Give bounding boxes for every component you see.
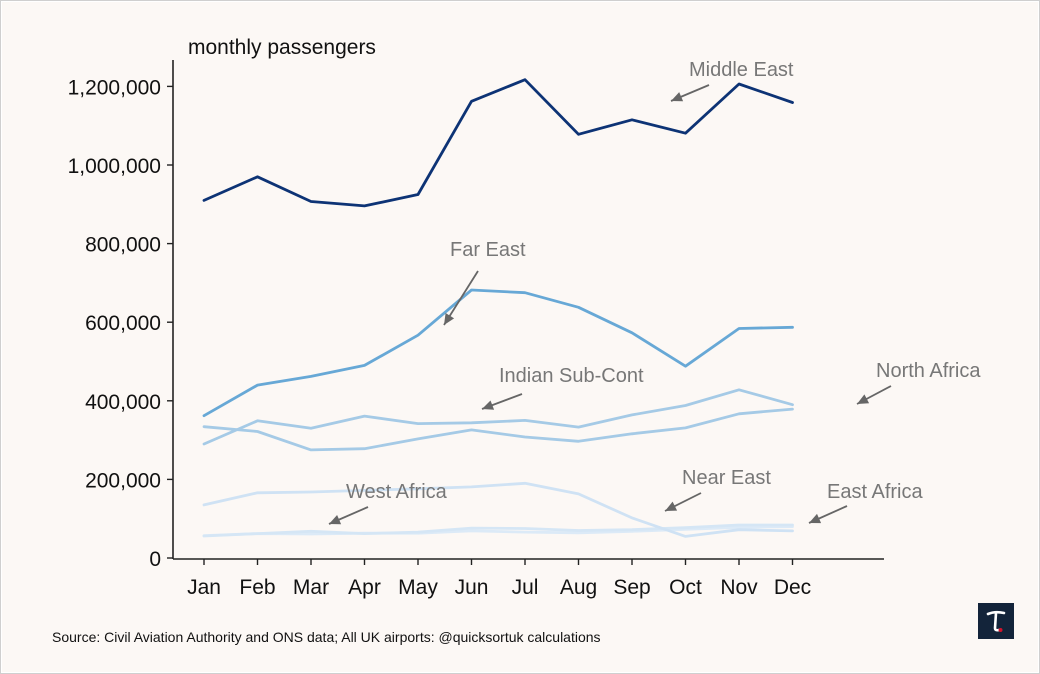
x-tick-label: Feb xyxy=(239,576,275,599)
annotation-arrowhead xyxy=(329,515,342,525)
x-tick-label: Dec xyxy=(774,576,811,599)
x-tick-label: Apr xyxy=(348,576,381,599)
x-tick-label: Jun xyxy=(455,576,489,599)
series-line-middle-east xyxy=(202,78,794,208)
x-tick-label: Aug xyxy=(560,576,597,599)
annotation-arrowhead xyxy=(857,394,870,404)
x-tick-label: Oct xyxy=(669,576,702,599)
series-line-west-africa xyxy=(202,481,794,538)
x-tick-label: Jan xyxy=(187,576,221,599)
annotation-layer: Middle East Far East Indian Sub-Cont North … xyxy=(328,59,981,525)
annotation-arrowhead xyxy=(444,313,455,325)
annotation-label-near-east: Near East xyxy=(682,467,771,489)
y-tick-label: 600,000 xyxy=(85,312,161,335)
y-tick-label: 0 xyxy=(149,548,161,571)
y-tick-label: 400,000 xyxy=(85,391,161,414)
logo-t-icon xyxy=(986,610,1006,632)
y-tick-label: 800,000 xyxy=(85,234,161,257)
series-layer xyxy=(202,78,794,538)
annotation-label-far-east: Far East xyxy=(450,239,526,261)
y-tick-label: 1,200,000 xyxy=(68,76,161,99)
series-line-far-east xyxy=(202,288,794,418)
publisher-logo xyxy=(978,603,1014,639)
series-line-north-africa xyxy=(202,388,794,446)
series-line-indian-sub-cont xyxy=(202,407,794,452)
y-tick-label: 1,000,000 xyxy=(68,155,161,178)
annotation-arrowhead xyxy=(665,501,678,511)
y-tick-label: 200,000 xyxy=(85,469,161,492)
chart-title: monthly passengers xyxy=(188,36,376,59)
x-tick-label: Mar xyxy=(293,576,329,599)
annotation-arrowhead xyxy=(809,513,822,524)
source-note: Source: Civil Aviation Authority and ONS… xyxy=(52,629,601,645)
annotation-label-middle-east: Middle East xyxy=(689,59,794,81)
x-tick-label: Sep xyxy=(613,576,650,599)
annotation-label-east-africa: East Africa xyxy=(827,481,923,503)
x-tick-label: Jul xyxy=(512,576,539,599)
x-tick-label: May xyxy=(398,576,438,599)
annotation-arrowhead xyxy=(671,92,684,102)
x-tick-label: Nov xyxy=(720,576,758,599)
chart-axes: monthly passengers 0 200,000 400,000 600,000… xyxy=(68,36,884,599)
series-line-east-africa xyxy=(202,525,794,537)
annotation-label-indian-sub-cont: Indian Sub-Cont xyxy=(499,365,644,387)
series-line-near-east xyxy=(202,523,794,538)
annotation-label-north-africa: North Africa xyxy=(876,360,981,382)
annotation-arrowhead xyxy=(482,400,495,410)
annotation-label-west-africa: West Africa xyxy=(346,481,448,503)
